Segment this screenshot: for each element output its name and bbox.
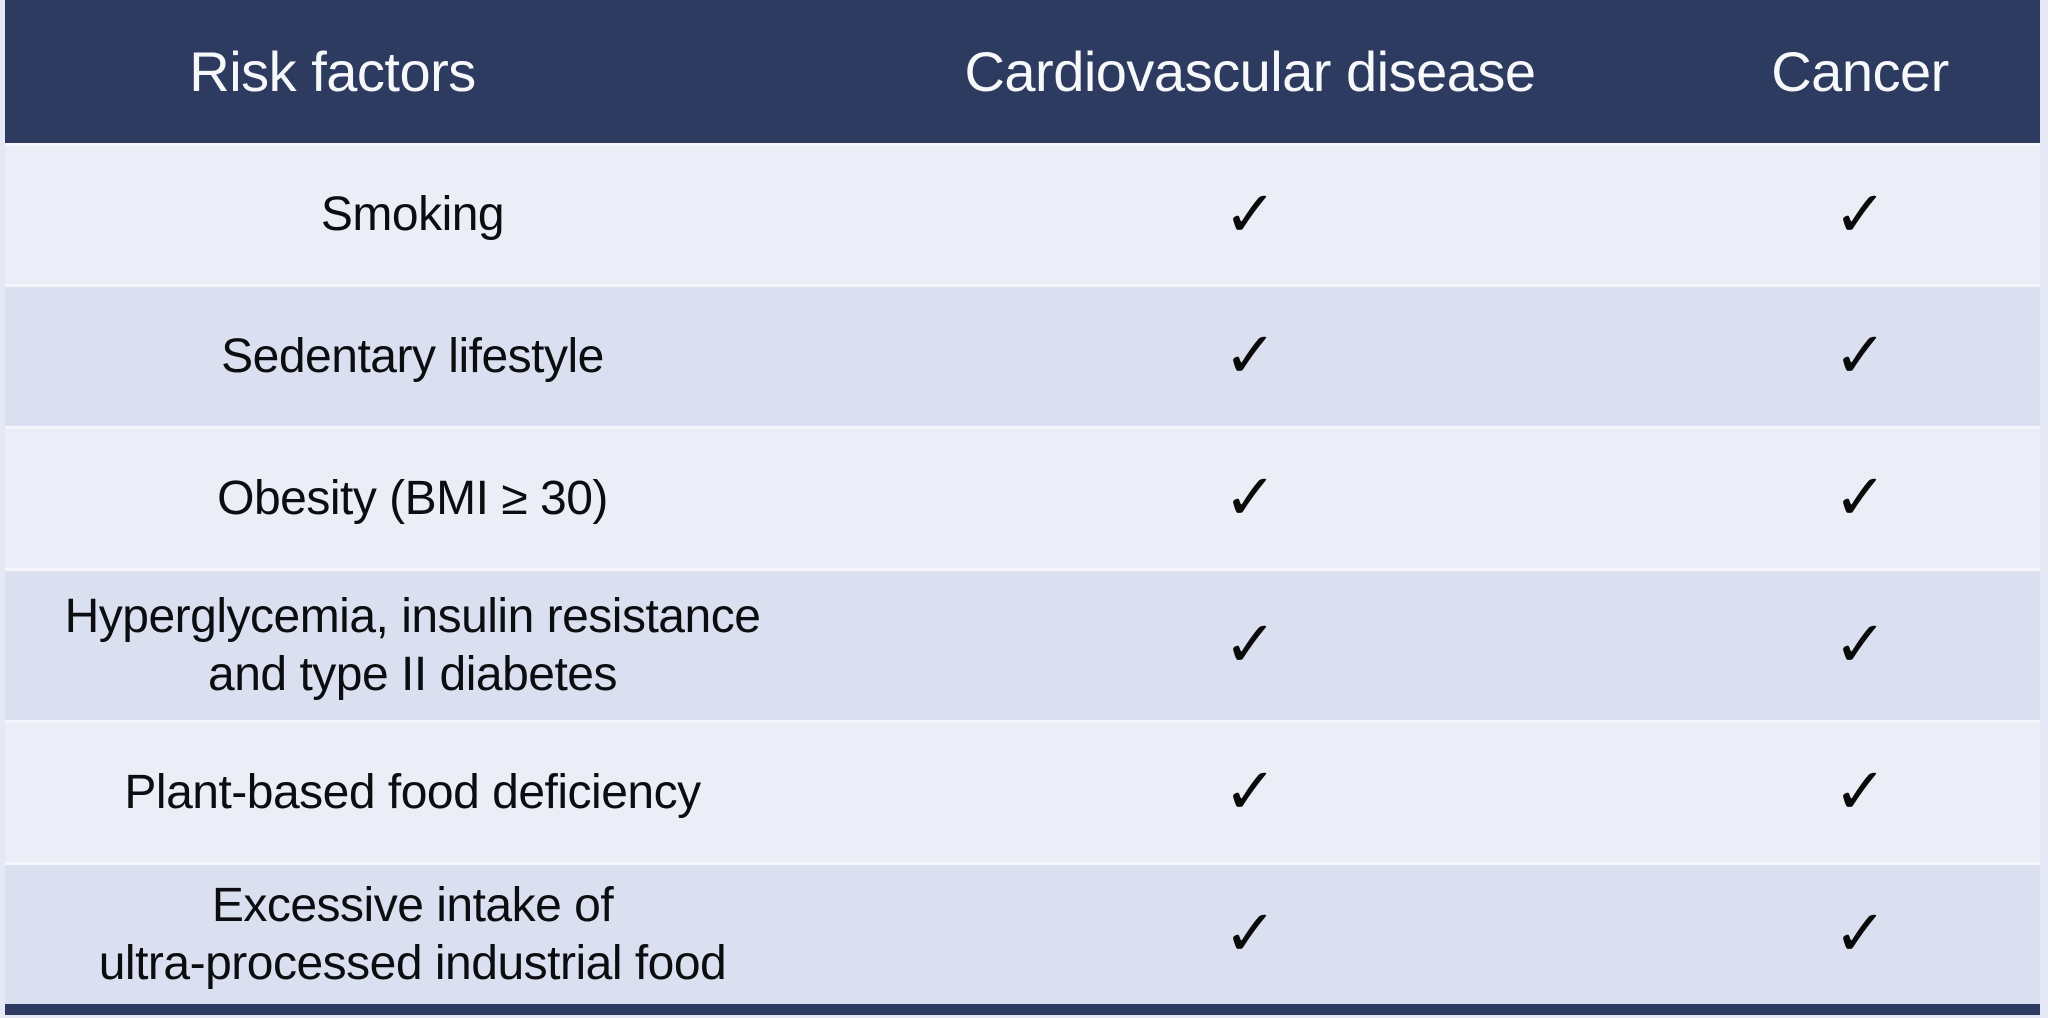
table-row: Obesity (BMI ≥ 30) ✓ ✓: [5, 426, 2040, 568]
cancer-check-cell: ✓: [1680, 902, 2040, 967]
table-body: Smoking ✓ ✓ Sedentary lifestyle ✓ ✓ Obes…: [5, 143, 2040, 1004]
check-icon: ✓: [1833, 319, 1887, 393]
check-icon: ✓: [1223, 608, 1277, 682]
cancer-check-cell: ✓: [1680, 466, 2040, 531]
column-header-cancer: Cancer: [1771, 40, 1949, 103]
cvd-check-cell: ✓: [820, 466, 1680, 531]
table-row: Smoking ✓ ✓: [5, 143, 2040, 284]
column-header-cardiovascular-disease: Cardiovascular disease: [964, 40, 1536, 103]
table-row: Excessive intake of ultra-processed indu…: [5, 862, 2040, 1004]
cancer-check-cell: ✓: [1680, 183, 2040, 248]
check-icon: ✓: [1833, 461, 1887, 535]
row-label: Plant-based food deficiency: [124, 765, 701, 819]
check-icon: ✓: [1223, 177, 1277, 252]
column-header-risk-factors: Risk factors: [189, 40, 476, 103]
check-icon: ✓: [1223, 461, 1277, 535]
cvd-check-cell: ✓: [820, 324, 1680, 389]
row-label: Sedentary lifestyle: [221, 329, 604, 383]
table-row: Plant-based food deficiency ✓ ✓: [5, 720, 2040, 862]
check-icon: ✓: [1833, 177, 1887, 252]
row-label: Obesity (BMI ≥ 30): [217, 471, 608, 525]
cancer-check-cell: ✓: [1680, 324, 2040, 389]
cvd-check-cell: ✓: [820, 902, 1680, 967]
check-icon: ✓: [1223, 897, 1277, 971]
check-icon: ✓: [1833, 608, 1887, 682]
bottom-accent-bar: [5, 1004, 2040, 1015]
cvd-check-cell: ✓: [820, 760, 1680, 825]
row-label: Excessive intake of ultra-processed indu…: [98, 878, 727, 990]
cancer-check-cell: ✓: [1680, 760, 2040, 825]
table-header-row: Risk factors Cardiovascular disease Canc…: [5, 0, 2040, 143]
cvd-check-cell: ✓: [820, 183, 1680, 248]
row-label: Smoking: [320, 188, 505, 242]
check-icon: ✓: [1223, 319, 1277, 393]
table-row: Hyperglycemia, insulin resistance and ty…: [5, 568, 2040, 720]
cancer-check-cell: ✓: [1680, 613, 2040, 678]
row-label: Hyperglycemia, insulin resistance and ty…: [64, 589, 761, 701]
check-icon: ✓: [1833, 897, 1887, 971]
table-row: Sedentary lifestyle ✓ ✓: [5, 284, 2040, 426]
cvd-check-cell: ✓: [820, 613, 1680, 678]
check-icon: ✓: [1833, 755, 1887, 829]
check-icon: ✓: [1223, 755, 1277, 829]
